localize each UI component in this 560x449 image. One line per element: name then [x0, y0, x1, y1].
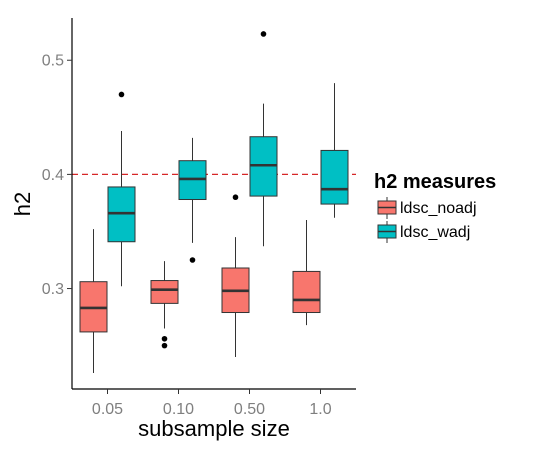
box-ldsc_noadj-0.50	[221, 194, 250, 358]
y-tick-label: 0.4	[42, 167, 64, 184]
outlier-point	[232, 194, 239, 201]
legend-item-ldsc_noadj: ldsc_noadj	[377, 197, 477, 219]
x-tick-label: 0.05	[92, 401, 123, 418]
outlier-point	[189, 257, 196, 263]
legend: h2 measures ldsc_noadj ldsc_wadj	[374, 171, 496, 243]
legend-label: ldsc_noadj	[400, 200, 477, 217]
box-ldsc_noadj-0.10	[150, 261, 179, 349]
outlier-point	[161, 342, 168, 349]
box-ldsc_wadj-1.0	[320, 83, 349, 218]
box-iqr	[292, 270, 321, 314]
outlier-point	[118, 91, 125, 98]
box-iqr	[320, 149, 349, 205]
x-axis-title: subsample size	[138, 416, 290, 441]
legend-title: h2 measures	[374, 171, 496, 193]
x-tick-label: 1.0	[309, 401, 331, 418]
legend-item-ldsc_wadj: ldsc_wadj	[377, 221, 470, 243]
box-ldsc_wadj-0.50	[249, 31, 278, 247]
y-tick-label: 0.5	[42, 53, 64, 70]
box-ldsc_wadj-0.05	[107, 91, 136, 287]
box-iqr	[150, 280, 179, 304]
box-ldsc_noadj-0.05	[79, 229, 108, 374]
box-ldsc_noadj-1.0	[292, 220, 321, 326]
x-tick-label: 0.50	[234, 401, 265, 418]
legend-label: ldsc_wadj	[400, 224, 470, 241]
ticks: 0.3 0.4 0.5 0.05 0.10 0.50 1.0	[42, 53, 332, 418]
box-ldsc_wadj-0.10	[178, 137, 207, 263]
y-tick-label: 0.3	[42, 281, 64, 298]
axes	[71, 18, 356, 390]
x-tick-label: 0.10	[163, 401, 194, 418]
outlier-point	[161, 335, 168, 342]
plot-area	[72, 31, 356, 374]
outlier-point	[260, 31, 267, 37]
y-axis-title: h2	[10, 192, 35, 216]
